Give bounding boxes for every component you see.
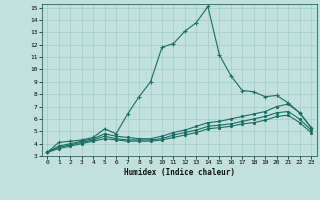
X-axis label: Humidex (Indice chaleur): Humidex (Indice chaleur) [124,168,235,177]
